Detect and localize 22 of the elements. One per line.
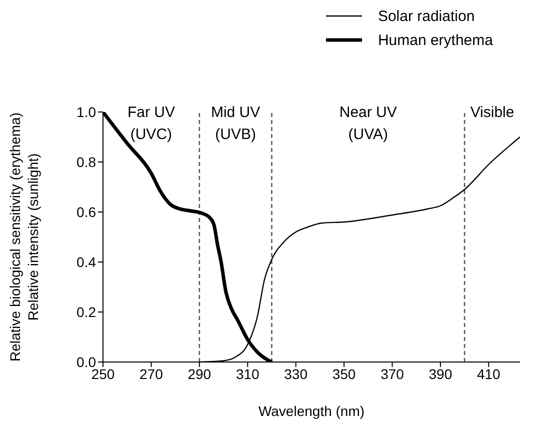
annotation: Mid UV (UVB) (210, 104, 260, 143)
x-tick-label: 410 (476, 366, 501, 382)
y-axis-title: Relative biological sensitivity (erythema) Relative intensity (sunlight) (7, 112, 41, 362)
annotation: Far UV (UVC) (127, 104, 175, 143)
x-tick-label: 290 (188, 366, 212, 382)
y-tick-label: 0.6 (76, 204, 96, 220)
y-tick-label: 1.0 (76, 104, 96, 120)
y-tick-label: 0.8 (76, 154, 96, 170)
x-tick-label: 310 (236, 366, 260, 382)
legend-label: Solar radiation (378, 8, 475, 24)
x-tick-label: 270 (140, 366, 164, 382)
y-tick-label: 0.4 (76, 254, 96, 270)
annotation: Near UV (UVA) (339, 104, 397, 143)
y-tick-label: 0.0 (76, 354, 96, 370)
legend-label: Human erythema (378, 32, 493, 48)
annotation: Visible (470, 104, 514, 121)
y-tick-label: 0.2 (76, 304, 96, 320)
x-tick-label: 350 (332, 366, 356, 382)
x-tick-label: 390 (428, 366, 452, 382)
x-axis-title: Wavelength (nm) (258, 403, 365, 419)
x-tick-label: 330 (284, 366, 308, 382)
x-tick-label: 370 (380, 366, 404, 382)
